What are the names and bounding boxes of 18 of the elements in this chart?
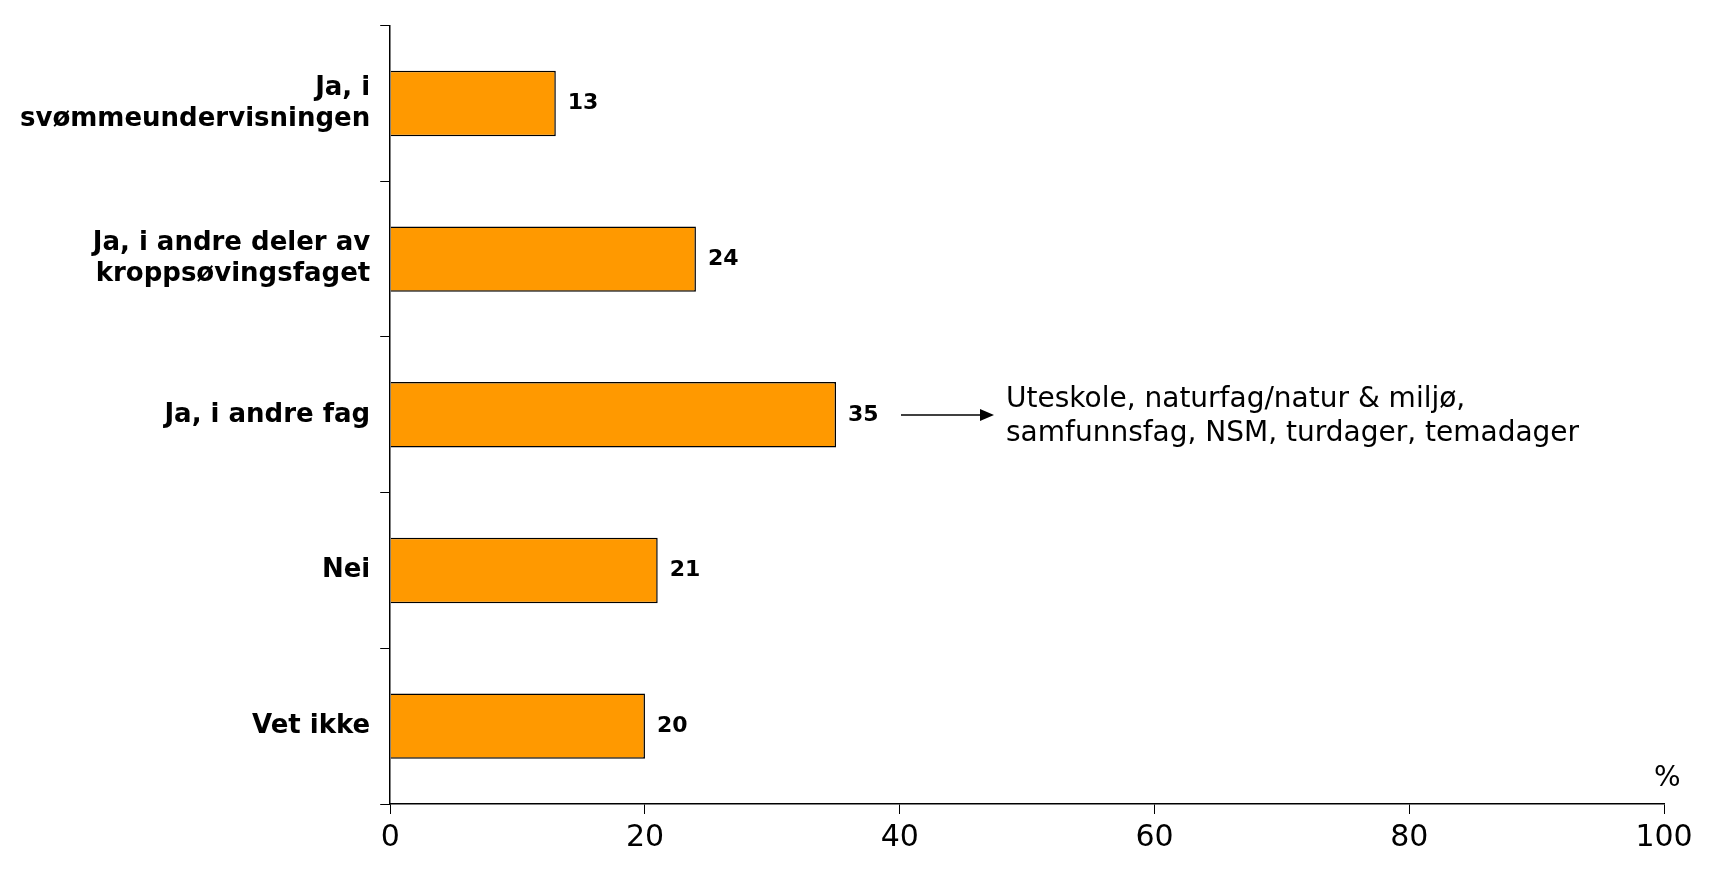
y-tick-label: Vet ikke (251, 708, 371, 739)
y-tick-label: Ja, i andre deler av kroppsøvingsfaget (90, 226, 371, 288)
x-tick-label: 60 (1135, 817, 1174, 853)
x-tick-label: 0 (380, 817, 400, 853)
y-tick-label: Ja, i svømmeundervisningen (19, 70, 371, 132)
x-axis-title: % (1654, 760, 1681, 793)
x-tick-label: 100 (1635, 817, 1693, 853)
annotation: Uteskole, naturfag/natur & miljø, samfunnsfag, NSM, turdager, temadager (1006, 380, 1581, 449)
data-label: 24 (707, 244, 739, 270)
data-label: 13 (567, 89, 599, 115)
x-tick-label: 80 (1390, 817, 1429, 853)
y-tick-label: Ja, i andre fag (162, 397, 371, 428)
y-tick-label: Nei (321, 553, 371, 584)
data-label: 35 (848, 400, 879, 426)
data-label: 20 (656, 711, 688, 737)
data-label: 21 (669, 556, 701, 582)
x-tick-label: 20 (625, 817, 665, 853)
x-tick-label: 40 (880, 817, 919, 853)
